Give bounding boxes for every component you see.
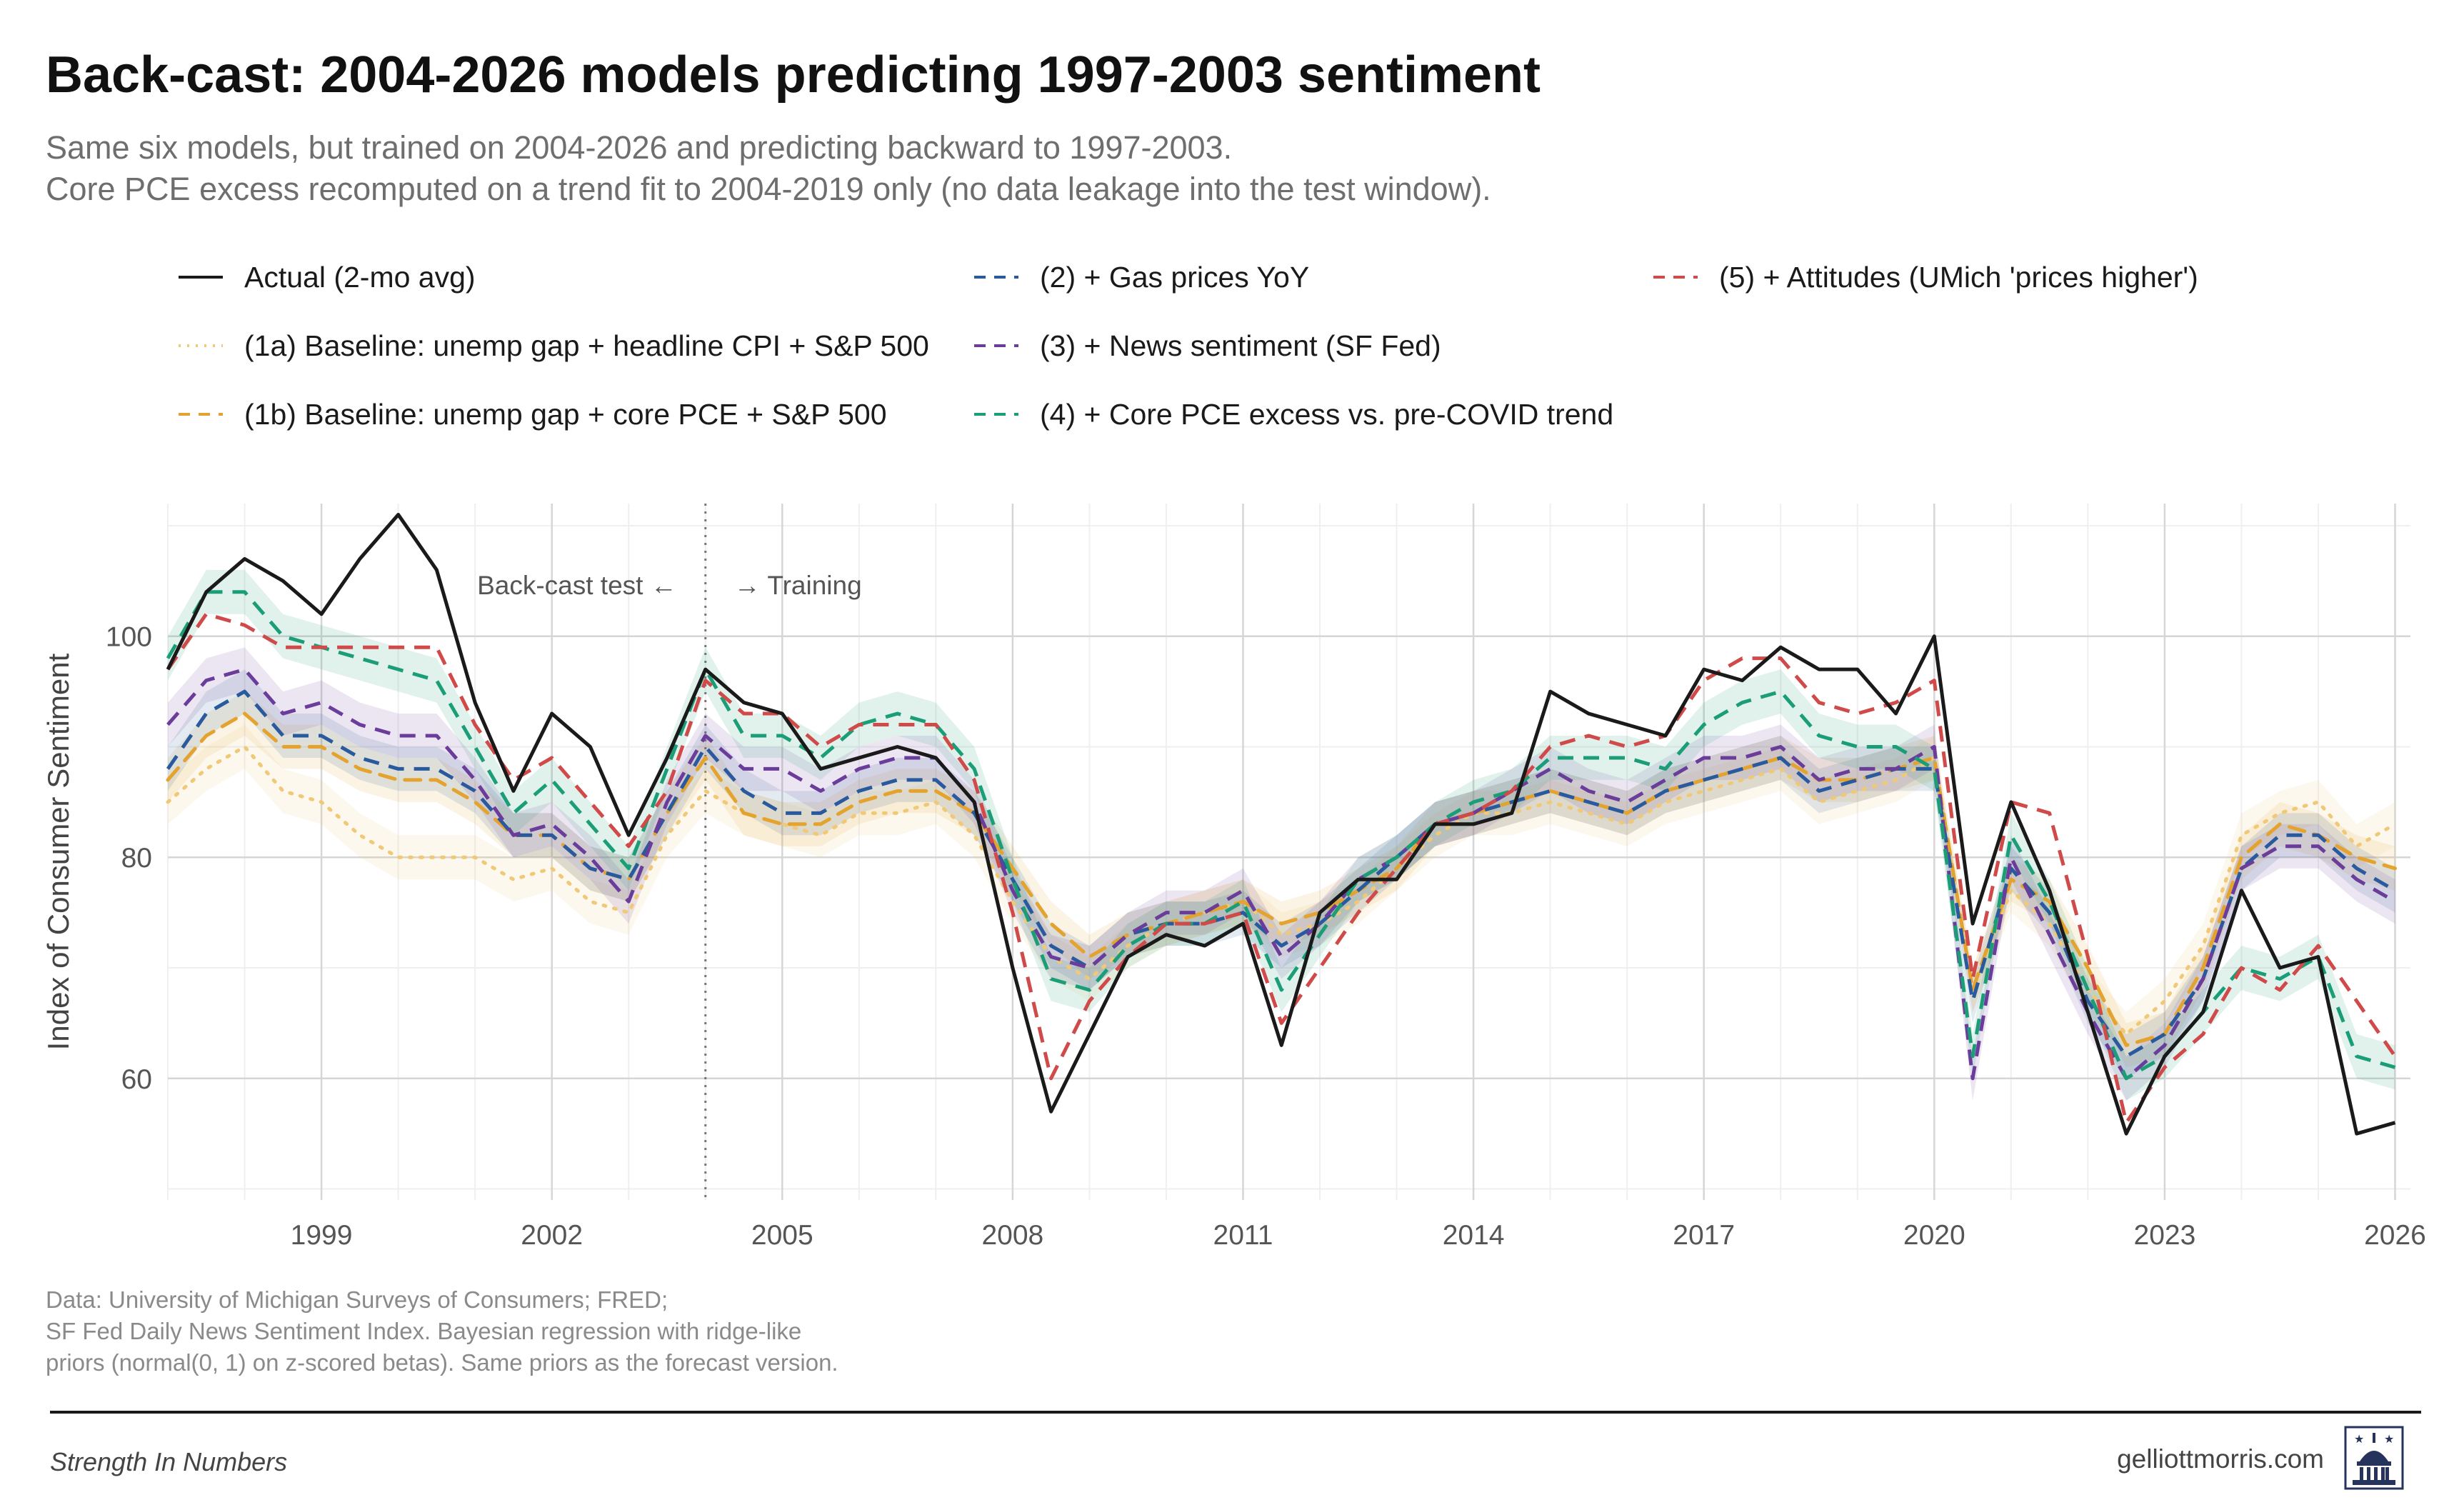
capitol-dome-icon: ★ ★ xyxy=(2344,1426,2404,1490)
legend-label: Actual (2-mo avg) xyxy=(244,260,476,294)
data-caption: Data: University of Michigan Surveys of … xyxy=(46,1284,838,1379)
legend-label: (4) + Core PCE excess vs. pre-COVID tren… xyxy=(1040,397,1614,431)
series-band-4 xyxy=(168,647,2395,1101)
x-tick-label: 2023 xyxy=(2134,1220,2196,1251)
svg-text:★: ★ xyxy=(2384,1432,2394,1446)
legend-swatch xyxy=(1653,276,1698,279)
series-line-6 xyxy=(166,612,2397,1125)
x-tick-label: 2011 xyxy=(1213,1220,1273,1251)
y-tick-label: 60 xyxy=(121,1064,152,1095)
subtitle-line-2: Core PCE excess recomputed on a trend fi… xyxy=(46,171,1491,207)
series-line-5 xyxy=(166,590,2396,1081)
legend-item: (5) + Attitudes (UMich 'prices higher') xyxy=(1653,256,2198,299)
chart-subtitle: Same six models, but trained on 2004-202… xyxy=(46,127,1491,210)
series-band-2 xyxy=(168,691,2395,1068)
legend-swatch xyxy=(179,276,223,279)
x-tick-label: 2014 xyxy=(1443,1220,1505,1251)
legend-label: (3) + News sentiment (SF Fed) xyxy=(1040,329,1441,362)
x-tick-label: 2026 xyxy=(2364,1220,2426,1251)
legend-item: (1a) Baseline: unemp gap + headline CPI … xyxy=(179,324,929,367)
series-line-3 xyxy=(166,689,2396,1059)
footer-divider xyxy=(50,1411,2421,1414)
line-chart: 1999 2002 2005 2008 2011 2014 2017 2020 2023 2026… xyxy=(41,504,2426,1251)
caption-line-1: Data: University of Michigan Surveys of … xyxy=(46,1286,668,1313)
backcast-annotation: Back-cast test ← xyxy=(477,571,677,600)
y-tick-label: 100 xyxy=(106,622,152,653)
legend-label: (1b) Baseline: unemp gap + core PCE + S&… xyxy=(244,397,887,431)
legend-item: Actual (2-mo avg) xyxy=(179,256,476,299)
x-tick-label: 1999 xyxy=(291,1220,353,1251)
legend-item: (3) + News sentiment (SF Fed) xyxy=(974,324,1441,367)
caption-line-2: SF Fed Daily News Sentiment Index. Bayes… xyxy=(46,1318,802,1344)
chart-title: Back-cast: 2004-2026 models predicting 1… xyxy=(46,46,1541,104)
legend-item: (1b) Baseline: unemp gap + core PCE + S&… xyxy=(179,393,887,436)
series-line-0 xyxy=(166,512,2396,1136)
legend-item: (4) + Core PCE excess vs. pre-COVID tren… xyxy=(974,393,1613,436)
legend-swatch xyxy=(179,413,223,416)
x-tick-label: 2008 xyxy=(981,1220,1043,1251)
x-tick-label: 2002 xyxy=(521,1220,583,1251)
x-tick-label: 2017 xyxy=(1673,1220,1735,1251)
legend-swatch xyxy=(974,276,1018,279)
legend-label: (5) + Attitudes (UMich 'prices higher') xyxy=(1719,260,2198,294)
x-tick-label: 2005 xyxy=(751,1220,813,1251)
legend-swatch xyxy=(974,413,1018,416)
subtitle-line-1: Same six models, but trained on 2004-202… xyxy=(46,129,1233,166)
site-link[interactable]: gelliottmorris.com xyxy=(2117,1444,2324,1474)
training-annotation: → Training xyxy=(734,571,862,600)
series-line-4 xyxy=(166,667,2396,1081)
chart-legend: Actual (2-mo avg) (1a) Baseline: unemp ga… xyxy=(179,256,2393,470)
brand-name: Strength In Numbers xyxy=(50,1447,288,1476)
series-band-1 xyxy=(168,724,2395,1056)
series-band-3 xyxy=(168,669,2395,1079)
y-axis-title: Index of Consumer Sentiment xyxy=(41,653,75,1050)
x-tick-label: 2020 xyxy=(1903,1220,1965,1251)
svg-text:★: ★ xyxy=(2354,1432,2364,1446)
legend-item: (2) + Gas prices YoY xyxy=(974,256,1309,299)
legend-swatch xyxy=(974,344,1018,347)
caption-line-3: priors (normal(0, 1) on z-scored betas).… xyxy=(46,1349,838,1376)
legend-label: (2) + Gas prices YoY xyxy=(1040,260,1310,294)
legend-label: (1a) Baseline: unemp gap + headline CPI … xyxy=(244,329,929,362)
y-tick-label: 80 xyxy=(121,843,152,874)
